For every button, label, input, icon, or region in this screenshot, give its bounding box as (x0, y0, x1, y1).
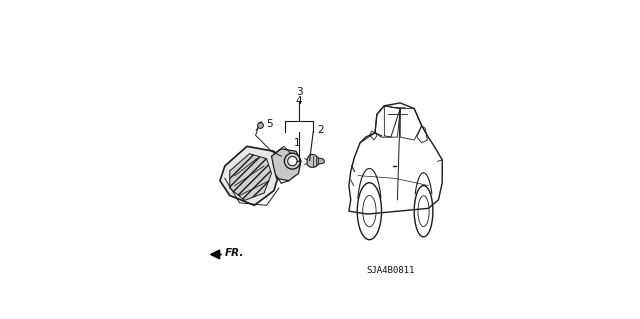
Polygon shape (318, 158, 324, 164)
Text: SJA4B0811: SJA4B0811 (367, 266, 415, 275)
Text: 1: 1 (293, 138, 300, 148)
Text: 3: 3 (296, 87, 303, 97)
Ellipse shape (284, 153, 300, 169)
Polygon shape (220, 146, 282, 205)
Polygon shape (230, 154, 271, 200)
Ellipse shape (288, 156, 297, 166)
Polygon shape (307, 154, 319, 167)
Polygon shape (271, 149, 301, 181)
Text: 2: 2 (317, 125, 324, 135)
Text: FR.: FR. (225, 248, 244, 258)
Text: 5: 5 (267, 119, 273, 129)
Text: 4: 4 (296, 96, 303, 106)
Circle shape (257, 122, 264, 129)
